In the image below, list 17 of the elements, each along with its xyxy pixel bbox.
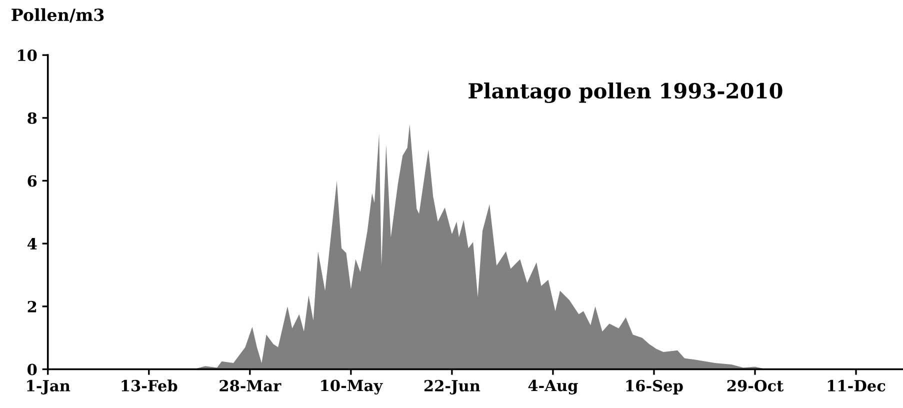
x-tick-label: 13-Feb — [122, 380, 178, 392]
x-tick-label: 22-Jun — [424, 380, 480, 394]
x-tick-label: 4-Aug — [528, 380, 578, 394]
y-tick-label: 6 — [28, 175, 37, 187]
y-tick-label: 0 — [28, 364, 37, 376]
y-tick-label: 8 — [28, 112, 37, 124]
text: Plantago pollen 1993-2010 — [468, 82, 782, 104]
y-tick-label: 2 — [28, 300, 36, 312]
x-tick-label: 29-Oct — [727, 380, 784, 392]
x-tick-label: 10-May — [321, 380, 383, 394]
y-tick-label: 4 — [27, 238, 37, 250]
x-tick-label: 11-Dec — [828, 380, 886, 392]
y-tick-label: 10 — [18, 50, 37, 62]
x-tick-label: 16-Sep — [626, 380, 683, 394]
x-tick-label: 28-Mar — [220, 380, 282, 392]
x-tick-label: 1-Jan — [27, 380, 70, 394]
y-axis-title: Pollen/m3 — [12, 8, 104, 22]
